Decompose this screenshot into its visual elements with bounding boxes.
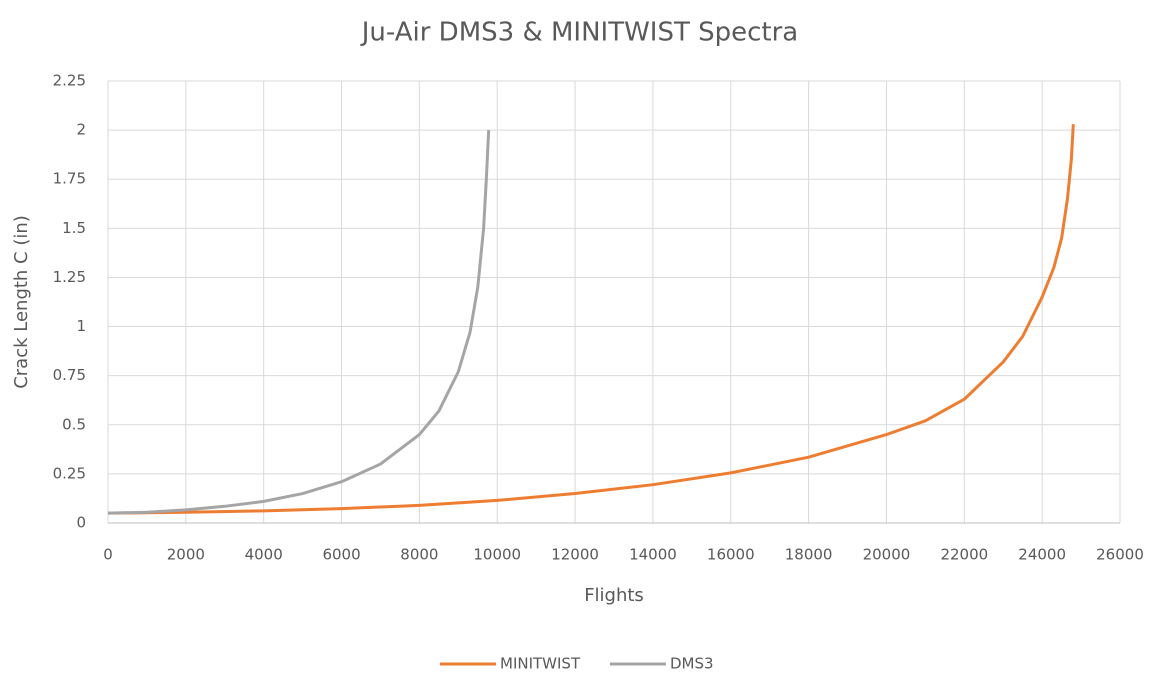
- y-tick-label: 1.75: [53, 170, 86, 188]
- y-tick-label: 1: [76, 317, 86, 335]
- x-tick-label: 10000: [473, 546, 521, 564]
- x-tick-label: 22000: [940, 546, 988, 564]
- x-tick-label: 20000: [863, 546, 911, 564]
- x-tick-label: 16000: [707, 546, 755, 564]
- legend-label: MINITWIST: [500, 655, 581, 673]
- x-tick-label: 2000: [167, 546, 205, 564]
- x-tick-label: 12000: [551, 546, 599, 564]
- y-tick-label: 0: [76, 514, 86, 532]
- x-tick-label: 8000: [400, 546, 438, 564]
- x-tick-label: 6000: [322, 546, 360, 564]
- line-series: [107, 130, 491, 515]
- x-tick-label: 4000: [245, 546, 283, 564]
- y-tick-label: 0.75: [53, 366, 86, 384]
- chart-title: Ju-Air DMS3 & MINITWIST Spectra: [360, 18, 798, 48]
- y-tick-label: 1.25: [53, 268, 86, 286]
- y-tick-label: 1.5: [62, 219, 86, 237]
- legend-label: DMS3: [670, 655, 714, 673]
- y-tick-label: 0.25: [53, 464, 86, 482]
- x-tick-label: 0: [103, 546, 113, 564]
- line-series: [107, 124, 1075, 515]
- x-tick-label: 26000: [1096, 546, 1144, 564]
- y-tick-label: 2.25: [53, 72, 86, 90]
- y-axis-title: Crack Length C (in): [11, 215, 32, 389]
- x-tick-label: 24000: [1018, 546, 1066, 564]
- x-tick-label: 18000: [785, 546, 833, 564]
- x-tick-label: 14000: [629, 546, 677, 564]
- x-axis-title: Flights: [584, 585, 644, 606]
- y-tick-label: 0.5: [62, 415, 86, 433]
- y-tick-label: 2: [76, 121, 86, 139]
